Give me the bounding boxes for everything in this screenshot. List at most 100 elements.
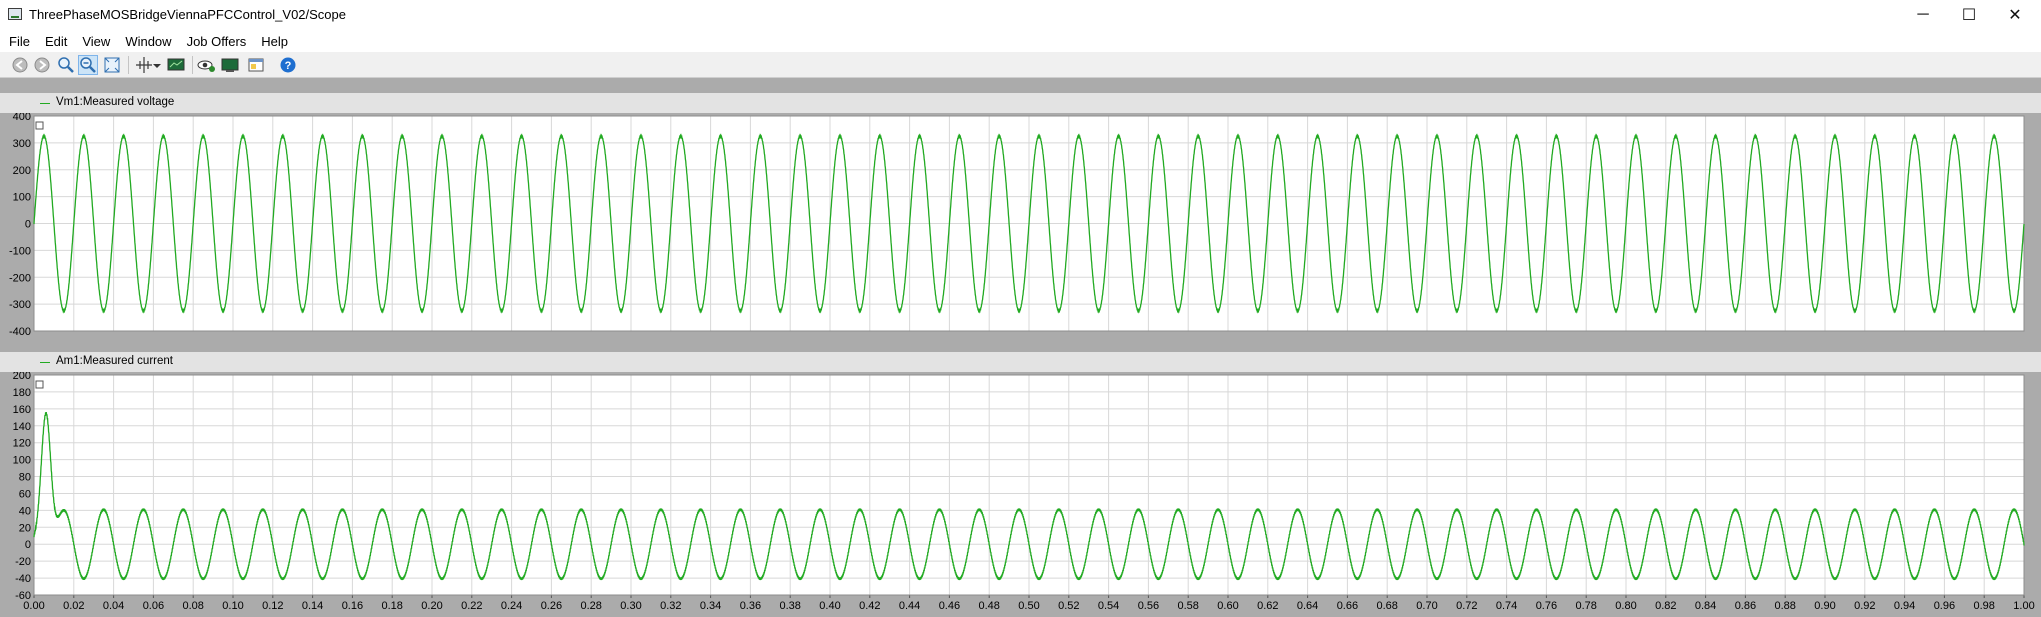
menu-job-offers[interactable]: Job Offers xyxy=(186,33,247,49)
y-tick-label: 180 xyxy=(13,387,31,399)
app-icon xyxy=(8,8,22,20)
x-tick-label: 0.48 xyxy=(978,600,999,612)
eye-settings-icon xyxy=(197,60,215,72)
x-tick-label: 0.72 xyxy=(1456,600,1477,612)
y-tick-label: 100 xyxy=(13,192,31,204)
x-tick-label: 0.76 xyxy=(1536,600,1557,612)
voltage-legend-label: Vm1:Measured voltage xyxy=(56,96,175,108)
x-tick-label: 0.46 xyxy=(939,600,960,612)
x-tick-label: 0.04 xyxy=(103,600,124,612)
y-tick-label: 400 xyxy=(13,113,31,123)
y-tick-label: -400 xyxy=(9,326,31,335)
window-button[interactable] xyxy=(246,55,266,75)
maximize-button[interactable]: ☐ xyxy=(1961,7,1977,24)
current-legend-label: Am1:Measured current xyxy=(56,355,173,367)
x-tick-label: 0.88 xyxy=(1774,600,1795,612)
menu-window[interactable]: Window xyxy=(125,33,172,49)
menu-help[interactable]: Help xyxy=(261,33,289,49)
x-tick-label: 0.56 xyxy=(1138,600,1159,612)
x-tick-label: 0.58 xyxy=(1177,600,1198,612)
cursor-button[interactable] xyxy=(134,55,154,75)
y-tick-label: 200 xyxy=(13,165,31,177)
zoom-button[interactable] xyxy=(56,55,76,75)
current-panel-header: Am1:Measured current xyxy=(0,352,2041,372)
x-tick-label: 0.06 xyxy=(143,600,164,612)
y-tick-label: 100 xyxy=(13,455,31,467)
x-tick-label: 0.80 xyxy=(1615,600,1636,612)
zoom-out-button[interactable] xyxy=(78,55,98,75)
cursor-marker-icon xyxy=(35,380,44,389)
x-tick-label: 0.10 xyxy=(222,600,243,612)
toolbar-separator xyxy=(128,56,129,74)
x-tick-label: 0.44 xyxy=(899,600,920,612)
x-tick-label: 0.94 xyxy=(1894,600,1915,612)
x-tick-label: 0.22 xyxy=(461,600,482,612)
monitor-icon xyxy=(167,58,185,71)
zoom-out-icon xyxy=(80,57,96,73)
y-tick-label: -60 xyxy=(15,590,31,602)
screen-icon xyxy=(221,58,239,72)
x-tick-label: 0.32 xyxy=(660,600,681,612)
x-tick-label: 0.84 xyxy=(1695,600,1716,612)
help-icon: ? xyxy=(280,57,296,73)
x-tick-label: 0.42 xyxy=(859,600,880,612)
help-button[interactable]: ? xyxy=(278,55,298,75)
series-line xyxy=(33,412,2025,581)
eye-settings-button[interactable] xyxy=(196,55,216,75)
menu-edit[interactable]: Edit xyxy=(44,33,68,49)
screen-button[interactable] xyxy=(220,55,240,75)
voltage-plot[interactable]: -400 -300 -200 -100 0 100 200 300 400 xyxy=(0,113,2041,335)
close-button[interactable]: ✕ xyxy=(2008,7,2022,24)
x-tick-label: 0.66 xyxy=(1337,600,1358,612)
y-tick-label: 0 xyxy=(25,219,31,231)
x-tick-label: 0.24 xyxy=(501,600,522,612)
cursor-dropdown-button[interactable] xyxy=(152,55,162,75)
x-tick-label: 0.14 xyxy=(302,600,323,612)
x-tick-label: 0.12 xyxy=(262,600,283,612)
x-tick-label: 0.82 xyxy=(1655,600,1676,612)
x-tick-label: 0.16 xyxy=(342,600,363,612)
x-tick-label: 0.00 xyxy=(23,600,44,612)
x-tick-label: 0.26 xyxy=(541,600,562,612)
window-icon xyxy=(248,58,264,72)
voltage-panel-header: Vm1:Measured voltage xyxy=(0,93,2041,113)
x-tick-label: 0.30 xyxy=(620,600,641,612)
forward-icon xyxy=(34,57,50,73)
fit-view-icon xyxy=(104,57,120,73)
plot-frame xyxy=(33,374,2025,596)
monitor-button[interactable] xyxy=(166,55,186,75)
back-button[interactable] xyxy=(10,55,30,75)
x-tick-label: 0.70 xyxy=(1416,600,1437,612)
current-plot[interactable]: -60 -40 -20 0 20 40 60 80 100 120 140 160 180 200 0.00… xyxy=(0,372,2041,616)
y-tick-label: 200 xyxy=(13,372,31,382)
y-tick-label: -300 xyxy=(9,299,31,311)
y-tick-label: -200 xyxy=(9,272,31,284)
current-legend-swatch xyxy=(40,362,50,363)
cursor-marker-icon xyxy=(35,121,44,130)
menu-file[interactable]: File xyxy=(9,33,30,49)
fit-view-button[interactable] xyxy=(102,55,122,75)
x-tick-label: 0.38 xyxy=(779,600,800,612)
toolbar-separator xyxy=(192,56,193,74)
y-tick-label: -40 xyxy=(15,573,31,585)
zoom-icon xyxy=(58,57,74,73)
y-tick-label: 160 xyxy=(13,404,31,416)
x-tick-label: 0.08 xyxy=(182,600,203,612)
x-tick-label: 0.28 xyxy=(580,600,601,612)
x-tick-label: 0.68 xyxy=(1376,600,1397,612)
y-tick-label: 140 xyxy=(13,421,31,433)
y-tick-label: -100 xyxy=(9,245,31,257)
minimize-button[interactable]: ─ xyxy=(1917,6,1929,23)
x-tick-label: 0.34 xyxy=(700,600,721,612)
x-tick-label: 0.20 xyxy=(421,600,442,612)
x-tick-label: 1.00 xyxy=(2013,600,2034,612)
menu-view[interactable]: View xyxy=(82,33,111,49)
back-icon xyxy=(12,57,28,73)
y-tick-label: 40 xyxy=(19,505,31,517)
x-tick-label: 0.86 xyxy=(1735,600,1756,612)
y-tick-label: 20 xyxy=(19,522,31,534)
forward-button[interactable] xyxy=(32,55,52,75)
x-tick-label: 0.40 xyxy=(819,600,840,612)
y-tick-label: 120 xyxy=(13,438,31,450)
x-tick-label: 0.52 xyxy=(1058,600,1079,612)
